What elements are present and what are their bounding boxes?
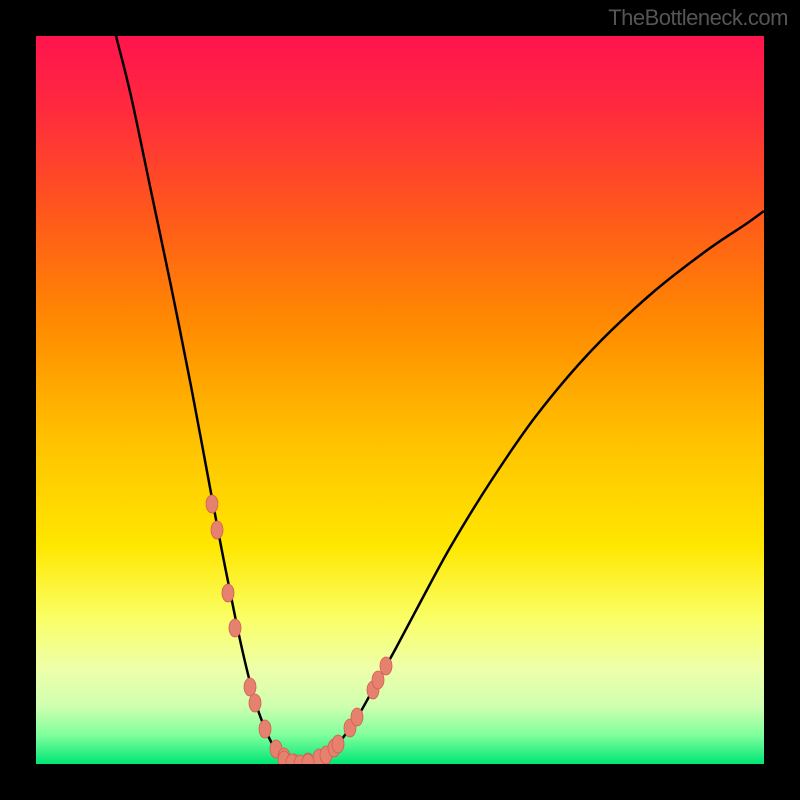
data-marker	[244, 678, 256, 696]
v-curve-left	[116, 36, 300, 764]
v-curve-right	[300, 211, 764, 764]
data-marker	[229, 619, 241, 637]
data-marker	[332, 735, 344, 753]
data-marker	[211, 521, 223, 539]
curve-layer	[36, 36, 764, 764]
data-marker	[380, 657, 392, 675]
data-markers	[206, 495, 392, 764]
data-marker	[206, 495, 218, 513]
data-marker	[259, 720, 271, 738]
data-marker	[222, 584, 234, 602]
watermark-text: TheBottleneck.com	[608, 5, 788, 31]
data-marker	[249, 694, 261, 712]
chart-container: TheBottleneck.com	[0, 0, 800, 800]
plot-area	[36, 36, 764, 764]
data-marker	[351, 708, 363, 726]
data-marker	[372, 671, 384, 689]
